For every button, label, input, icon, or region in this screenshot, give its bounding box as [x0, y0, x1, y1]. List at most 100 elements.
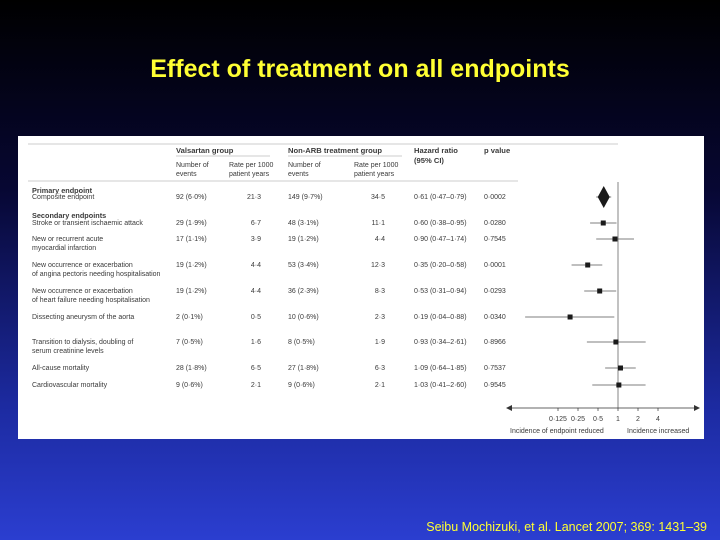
- x-tick-label: 0·5: [593, 416, 603, 423]
- nonarb-rate: 2·1: [375, 382, 385, 389]
- forest-row: Composite endpoint 92 (6·0%) 21·3 149 (9·7%…: [32, 186, 612, 208]
- forest-row: Dissecting aneurysm of the aorta 2 (0·1%)…: [32, 314, 615, 321]
- forest-row: New occurrence or exacerbation of heart f…: [32, 288, 617, 304]
- valsartan-events: 19 (1·2%): [176, 288, 207, 295]
- p-value: 0·8966: [484, 339, 506, 346]
- col-v-events: Number of: [176, 162, 209, 169]
- p-value: 0·0280: [484, 220, 506, 227]
- hazard-ratio-text: 0·93 (0·34–2·61): [414, 339, 467, 346]
- col-n-events-2: events: [288, 171, 309, 178]
- hazard-ratio-text: 0·61 (0·47–0·79): [414, 194, 467, 201]
- nonarb-events: 8 (0·5%): [288, 339, 315, 346]
- citation: Seibu Mochizuki, et al. Lancet 2007; 369…: [426, 520, 707, 534]
- col-v-rate: Rate per 1000: [229, 162, 273, 169]
- nonarb-events: 27 (1·8%): [288, 365, 319, 372]
- valsartan-events: 28 (1·8%): [176, 365, 207, 372]
- p-header: p value: [484, 146, 510, 155]
- x-axis-right-arrow: [694, 405, 700, 411]
- valsartan-rate: 6·5: [251, 365, 261, 372]
- row-label: of heart failure needing hospitalisation: [32, 297, 150, 304]
- point-estimate-square: [612, 236, 618, 242]
- hr-header-ci: (95% CI): [414, 156, 444, 165]
- valsartan-rate: 1·6: [251, 339, 261, 346]
- row-label: Stroke or transient ischaemic attack: [32, 220, 143, 227]
- valsartan-events: 9 (0·6%): [176, 382, 203, 389]
- p-value: 0·7537: [484, 365, 506, 372]
- point-estimate-square: [617, 365, 623, 371]
- forest-row: New occurrence or exacerbation of angina …: [32, 262, 603, 278]
- hazard-ratio-text: 0·19 (0·04–0·88): [414, 314, 467, 321]
- row-label: Cardiovascular mortality: [32, 382, 108, 389]
- nonarb-events: 36 (2·3%): [288, 288, 319, 295]
- nonarb-rate: 34·5: [371, 194, 385, 201]
- hazard-ratio-text: 1·09 (0·64–1·85): [414, 365, 467, 372]
- p-value: 0·0002: [484, 194, 506, 201]
- nonarb-rate: 2·3: [375, 314, 385, 321]
- point-estimate-square: [585, 262, 591, 268]
- nonarb-events: 9 (0·6%): [288, 382, 315, 389]
- col-v-events-2: events: [176, 171, 197, 178]
- nonarb-events: 10 (0·6%): [288, 314, 319, 321]
- forest-row: Cardiovascular mortality 9 (0·6%) 2·1 9 (0·…: [32, 382, 646, 389]
- nonarb-rate: 8·3: [375, 288, 385, 295]
- col-v-rate-2: patient years: [229, 171, 270, 178]
- x-tick-label: 1: [616, 416, 620, 423]
- x-label-reduced: Incidence of endpoint reduced: [510, 428, 604, 435]
- point-estimate-diamond: [597, 186, 610, 208]
- hazard-ratio-text: 0·53 (0·31–0·94): [414, 288, 467, 295]
- hazard-ratio-text: 0·90 (0·47–1·74): [414, 236, 467, 243]
- forest-row: Stroke or transient ischaemic attack 29 (…: [32, 220, 617, 227]
- col-n-rate: Rate per 1000: [354, 162, 398, 169]
- secondary-heading: Secondary endpoints: [32, 211, 106, 220]
- valsartan-rate: 6·7: [251, 220, 261, 227]
- p-value: 0·9545: [484, 382, 506, 389]
- valsartan-rate: 21·3: [247, 194, 261, 201]
- point-estimate-square: [600, 220, 606, 226]
- group2-header: Non-ARB treatment group: [288, 146, 382, 155]
- valsartan-events: 29 (1·9%): [176, 220, 207, 227]
- valsartan-rate: 4·4: [251, 288, 261, 295]
- slide-title: Effect of treatment on all endpoints: [150, 55, 570, 83]
- x-axis-left-arrow: [506, 405, 512, 411]
- row-label: of angina pectoris needing hospitalisati…: [32, 271, 161, 278]
- forest-row: All-cause mortality 28 (1·8%) 6·5 27 (1·8%)…: [32, 365, 636, 372]
- nonarb-rate: 12·3: [371, 262, 385, 269]
- valsartan-events: 92 (6·0%): [176, 194, 207, 201]
- row-label: New or recurrent acute: [32, 236, 103, 243]
- valsartan-rate: 2·1: [251, 382, 261, 389]
- p-value: 0·0001: [484, 262, 506, 269]
- primary-heading: Primary endpoint: [32, 186, 93, 195]
- valsartan-rate: 4·4: [251, 262, 261, 269]
- col-n-events: Number of: [288, 162, 321, 169]
- p-value: 0·7545: [484, 236, 506, 243]
- col-n-rate-2: patient years: [354, 171, 395, 178]
- row-label: myocardial infarction: [32, 245, 96, 252]
- valsartan-events: 17 (1·1%): [176, 236, 207, 243]
- valsartan-rate: 3·9: [251, 236, 261, 243]
- row-label: New occurrence or exacerbation: [32, 288, 133, 295]
- nonarb-events: 149 (9·7%): [288, 194, 323, 201]
- valsartan-rate: 0·5: [251, 314, 261, 321]
- nonarb-events: 53 (3·4%): [288, 262, 319, 269]
- point-estimate-square: [616, 382, 622, 388]
- nonarb-events: 19 (1·2%): [288, 236, 319, 243]
- hazard-ratio-text: 1·03 (0·41–2·60): [414, 382, 467, 389]
- nonarb-rate: 11·1: [372, 220, 386, 227]
- point-estimate-square: [597, 288, 603, 294]
- valsartan-events: 7 (0·5%): [176, 339, 203, 346]
- point-estimate-square: [567, 314, 573, 320]
- point-estimate-square: [613, 339, 619, 345]
- row-label: New occurrence or exacerbation: [32, 262, 133, 269]
- nonarb-events: 48 (3·1%): [288, 220, 319, 227]
- valsartan-events: 19 (1·2%): [176, 262, 207, 269]
- hazard-ratio-text: 0·60 (0·38–0·95): [414, 220, 467, 227]
- x-tick-label: 0·125: [549, 416, 567, 423]
- x-tick-label: 2: [636, 416, 640, 423]
- forest-row: New or recurrent acute myocardial infarct…: [32, 236, 634, 252]
- row-label: Composite endpoint: [32, 194, 94, 201]
- row-label: Dissecting aneurysm of the aorta: [32, 314, 134, 321]
- p-value: 0·0293: [484, 288, 506, 295]
- nonarb-rate: 1·9: [375, 339, 385, 346]
- hazard-ratio-text: 0·35 (0·20–0·58): [414, 262, 467, 269]
- hr-header: Hazard ratio: [414, 146, 458, 155]
